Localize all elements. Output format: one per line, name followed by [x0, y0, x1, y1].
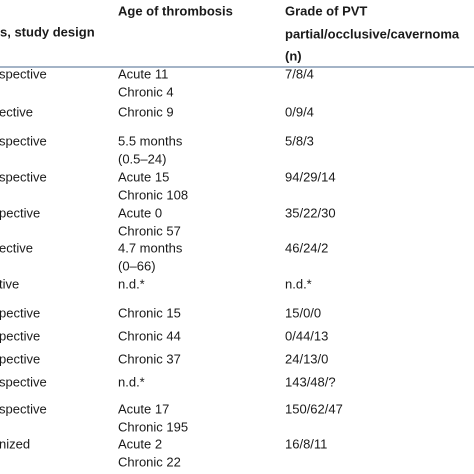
cell-age: (0.5–24): [118, 151, 166, 166]
cell-grade: 94/29/14: [285, 169, 336, 184]
cell-grade: 150/62/47: [285, 401, 343, 416]
cell-grade: 24/13/0: [285, 351, 328, 366]
cell-age: (0–66): [118, 258, 156, 273]
cell-design: tive: [0, 276, 19, 291]
cell-age: Chronic 4: [118, 84, 174, 99]
cell-design: spective: [0, 401, 47, 416]
cell-grade: 5/8/3: [285, 133, 314, 148]
header-grade: (n): [285, 48, 302, 63]
cell-age: Acute 11: [118, 66, 168, 81]
cell-grade: n.d.*: [285, 276, 312, 291]
cell-age: 5.5 months: [118, 133, 183, 148]
cell-age: Chronic 108: [118, 187, 188, 202]
cell-design: ective: [0, 240, 33, 255]
cell-grade: 15/0/0: [285, 305, 321, 320]
cell-age: Chronic 15: [118, 305, 181, 320]
cell-age: Chronic 37: [118, 351, 181, 366]
cell-age: Acute 2: [118, 436, 162, 451]
cell-grade: 16/8/11: [285, 436, 327, 451]
cell-design: spective: [0, 66, 47, 81]
cell-design: spective: [0, 374, 47, 389]
cell-age: Chronic 22: [118, 454, 181, 469]
cell-age: n.d.*: [118, 374, 145, 389]
cell-grade: 46/24/2: [285, 240, 328, 255]
cell-design: pective: [0, 328, 40, 343]
cell-age: Chronic 9: [118, 104, 174, 119]
cell-grade: 143/48/?: [285, 374, 336, 389]
cell-design: ective: [0, 104, 33, 119]
cell-age: Chronic 195: [118, 419, 188, 434]
cell-grade: 35/22/30: [285, 205, 336, 220]
header-design: s, study design: [0, 24, 95, 39]
cell-age: Chronic 44: [118, 328, 181, 343]
header-age: Age of thrombosis: [118, 3, 233, 18]
header-grade: partial/occlusive/cavernoma: [285, 26, 460, 41]
cell-age: Chronic 57: [118, 223, 181, 238]
cell-age: n.d.*: [118, 276, 145, 291]
cell-age: 4.7 months: [118, 240, 183, 255]
cell-design: nized: [0, 436, 30, 451]
cell-design: spective: [0, 169, 47, 184]
cell-age: Acute 17: [118, 401, 169, 416]
cell-grade: 0/44/13: [285, 328, 328, 343]
header-grade: Grade of PVT: [285, 3, 367, 18]
cell-age: Acute 0: [118, 205, 162, 220]
cell-design: pective: [0, 305, 40, 320]
cell-design: pective: [0, 205, 40, 220]
cell-age: Acute 15: [118, 169, 169, 184]
cell-design: pective: [0, 351, 40, 366]
cell-design: spective: [0, 133, 47, 148]
cell-grade: 7/8/4: [285, 66, 314, 81]
cell-grade: 0/9/4: [285, 104, 314, 119]
